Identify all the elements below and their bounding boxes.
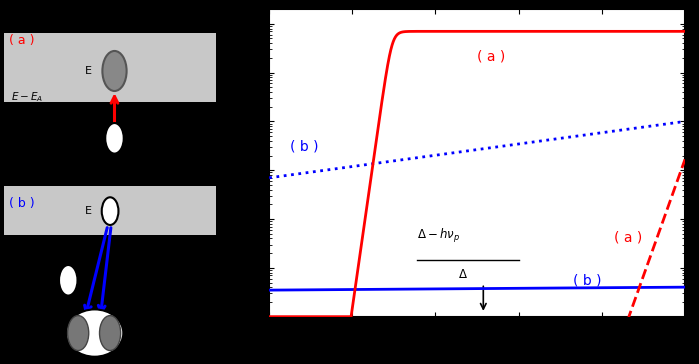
Text: $E_A$: $E_A$ <box>9 273 22 287</box>
Text: ( b ): ( b ) <box>290 140 319 154</box>
Text: ( a ): ( a ) <box>477 49 505 63</box>
Y-axis label: $\Gamma_{out}$ [kHz]: $\Gamma_{out}$ [kHz] <box>215 130 231 196</box>
Ellipse shape <box>66 309 123 357</box>
Text: E: E <box>85 66 92 76</box>
Bar <box>4 33 216 102</box>
Text: $E - E_A$: $E - E_A$ <box>11 90 43 104</box>
Text: $\Delta$: $\Delta$ <box>458 268 468 281</box>
X-axis label: $E_A/\Delta$: $E_A/\Delta$ <box>460 336 494 355</box>
Text: E: E <box>85 206 92 216</box>
Circle shape <box>99 316 121 351</box>
Text: ( b ): ( b ) <box>572 274 601 288</box>
Circle shape <box>68 316 89 351</box>
Text: ( a ): ( a ) <box>9 33 34 47</box>
Text: ( a ): ( a ) <box>614 230 642 244</box>
Bar <box>4 186 216 235</box>
Circle shape <box>59 265 78 296</box>
Circle shape <box>102 197 118 225</box>
Circle shape <box>102 51 127 91</box>
Text: $\Delta - h\nu_p$: $\Delta - h\nu_p$ <box>417 226 460 245</box>
Circle shape <box>106 123 124 154</box>
Text: $E_A$: $E_A$ <box>167 131 181 145</box>
Text: ( b ): ( b ) <box>9 197 34 210</box>
Text: $E + E_A$: $E + E_A$ <box>119 237 151 251</box>
